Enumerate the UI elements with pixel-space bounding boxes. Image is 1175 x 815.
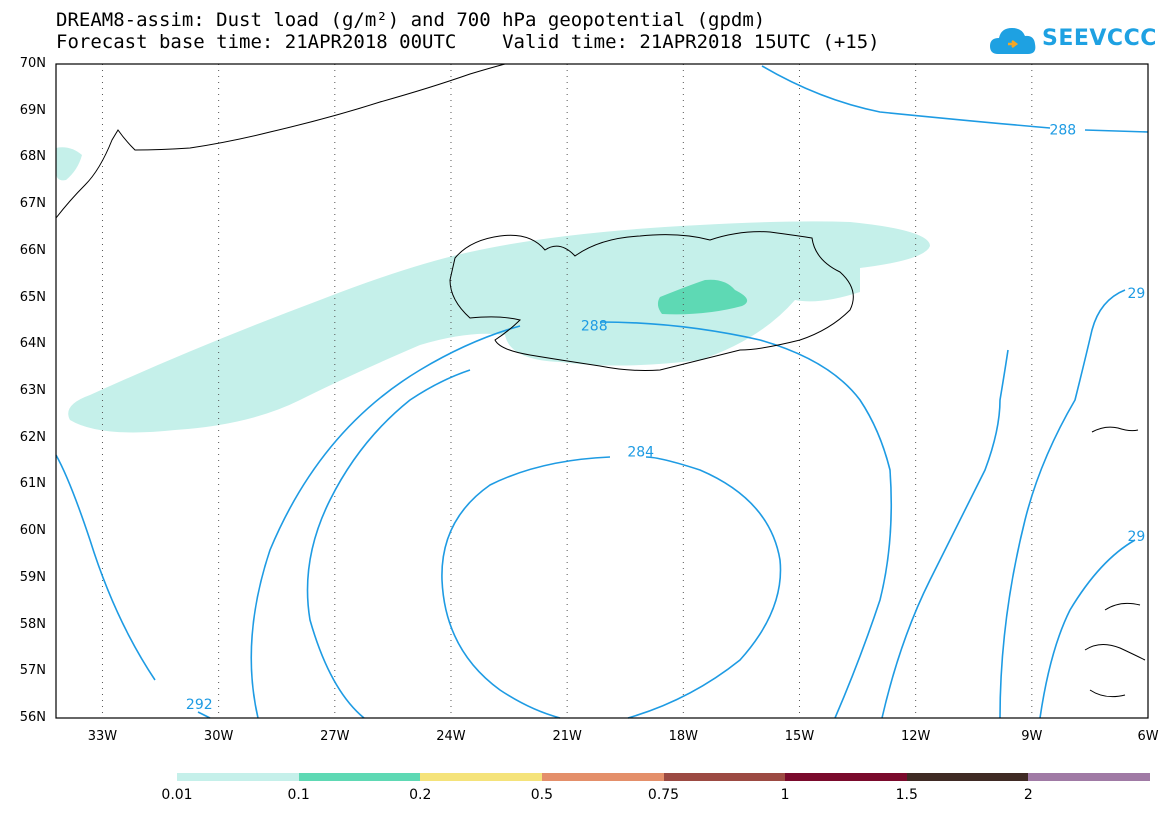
dust-area-light-west <box>56 147 82 181</box>
contour-label: 29 <box>1127 286 1145 302</box>
lat-tick-label: 64N <box>19 336 46 352</box>
cloud-icon <box>990 28 1036 54</box>
legend-swatch <box>663 773 786 781</box>
lon-tick-label: 30W <box>203 729 234 744</box>
lat-tick-label: 63N <box>19 383 46 398</box>
contour-label: 29 <box>1127 529 1145 545</box>
lat-tick-label: 60N <box>19 523 46 539</box>
lon-tick-label: 33W <box>87 729 118 744</box>
legend-label: 0.75 <box>647 787 680 803</box>
contour-east-1 <box>999 289 1126 719</box>
logo-text: SEEVCCC <box>1042 26 1157 51</box>
lat-tick-label: 59N <box>19 569 46 585</box>
contour-east-2 <box>1039 539 1136 719</box>
legend-swatch <box>420 773 542 781</box>
coastline-iceland <box>449 231 854 371</box>
lon-tick-label: 24W <box>436 729 466 744</box>
lat-tick-label: 62N <box>19 429 46 445</box>
lon-tick-label: 9W <box>1021 729 1043 744</box>
coastline-faroes <box>1091 426 1139 433</box>
lat-tick-label: 66N <box>19 242 46 258</box>
legend-label: 0.2 <box>409 787 432 803</box>
legend-swatch <box>785 773 907 781</box>
legend-label: 1 <box>780 787 790 803</box>
lat-tick-label: 70N <box>19 56 46 71</box>
lat-tick-label: 56N <box>19 710 46 725</box>
legend-label: 0.5 <box>530 787 553 803</box>
contour-label: 284 <box>627 445 654 461</box>
contour-288-loop <box>250 321 893 719</box>
lat-tick-label: 57N <box>19 663 46 679</box>
lat-tick-label: 65N <box>19 289 46 305</box>
title-line-2: Forecast base time: 21APR2018 00UTC Vali… <box>56 31 880 53</box>
legend-label: 0.1 <box>287 787 310 803</box>
contour-label: 288 <box>1049 122 1076 138</box>
contour-label: 288 <box>581 319 608 335</box>
contour-284 <box>441 456 782 719</box>
legend-swatch <box>541 773 664 781</box>
title-line-1: DREAM8-assim: Dust load (g/m²) and 700 h… <box>56 9 766 31</box>
lat-tick-label: 61N <box>19 476 46 492</box>
lat-tick-label: 58N <box>19 616 46 632</box>
contour-288-inner <box>306 369 471 719</box>
lat-tick-label: 67N <box>19 196 46 212</box>
legend-label: 2 <box>1023 787 1033 803</box>
legend-swatch <box>906 773 1029 781</box>
lon-tick-label: 27W <box>320 729 350 744</box>
lon-tick-label: 12W <box>900 729 931 744</box>
dust-area-medium <box>657 279 748 315</box>
legend-colorbar <box>177 773 1150 781</box>
lat-tick-label: 69N <box>19 102 46 118</box>
lon-tick-label: 21W <box>552 729 582 744</box>
lon-tick-label: 15W <box>784 729 815 744</box>
dust-area-light <box>68 221 930 433</box>
lon-tick-label: 6W <box>1137 729 1159 744</box>
legend-swatch <box>1028 773 1150 781</box>
legend-swatch <box>177 773 299 781</box>
contour-292-west <box>55 454 211 719</box>
contour-288-north <box>761 65 1149 133</box>
contour-label: 292 <box>186 697 213 713</box>
coastline-scotland <box>1084 602 1146 698</box>
legend-label: 1.5 <box>895 787 918 803</box>
contour-east-3 <box>881 349 1009 719</box>
legend-swatch <box>298 773 421 781</box>
lat-tick-label: 68N <box>19 149 46 165</box>
lon-tick-label: 18W <box>668 729 699 744</box>
coastline-greenland <box>55 63 506 219</box>
legend-label: 0.01 <box>161 787 193 803</box>
